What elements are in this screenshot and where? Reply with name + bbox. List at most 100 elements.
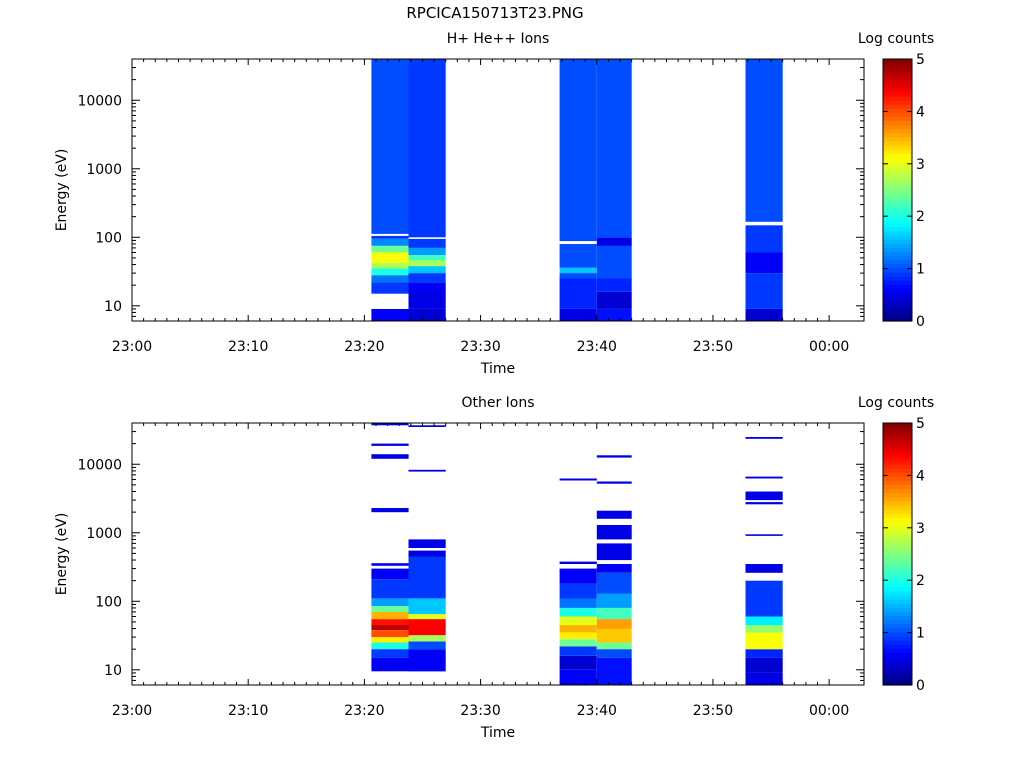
colorbar-segment: [883, 496, 912, 502]
hhe-cell-c0-b3: [371, 275, 409, 283]
other-cell-c2-b0: [559, 669, 597, 685]
hhe-cell-c2-b3: [559, 267, 597, 274]
colorbar-segment: [883, 280, 912, 285]
colorbar-segment: [883, 586, 912, 592]
other-cell-c3-b4: [596, 619, 632, 629]
other-cell-c1-b5: [408, 598, 446, 615]
other-cell-c4-b10: [745, 491, 783, 501]
other-cell-c0-b3: [371, 637, 409, 643]
other-cell-c2-b4: [559, 632, 597, 640]
hhe-cell-c3-b5: [596, 59, 632, 238]
other-cell-c0-b10: [371, 579, 409, 599]
colorbar-segment: [883, 169, 912, 175]
other-cell-c1-b4: [408, 614, 446, 620]
other-cell-c4-b6: [745, 580, 783, 617]
hhe-cell-c4-b1: [745, 273, 783, 309]
hhe-cell-c1-b0: [408, 308, 446, 321]
colorbar-segment: [883, 566, 912, 571]
other-cell-c3-b3: [596, 628, 632, 643]
colorbar-segment: [883, 541, 912, 547]
colorbar-segment: [883, 210, 912, 216]
colorbar-segment: [883, 222, 912, 228]
hhe-cell-c1-b2: [408, 282, 446, 290]
other-cell-c4-b5: [745, 616, 783, 626]
hhe-cell-c4-b3: [745, 225, 783, 253]
colorbar-segment: [883, 104, 912, 109]
panel-title: Other Ions: [461, 395, 534, 411]
y-tick-label: 1000: [86, 526, 122, 542]
colorbar-segment: [883, 198, 912, 203]
hhe-cell-c1-b9: [408, 237, 446, 239]
colorbar-tick-label: 1: [916, 262, 925, 278]
colorbar-segment: [883, 623, 912, 629]
colorbar-segment: [883, 672, 912, 678]
hhe-cell-c1-b5: [408, 260, 446, 267]
other-cell-c0-b8: [371, 606, 409, 612]
x-tick-label: 00:00: [809, 339, 849, 355]
colorbar-label: Log counts: [858, 395, 934, 411]
hhe-cell-c0-b4: [371, 268, 409, 276]
colorbar-segment: [883, 181, 912, 187]
colorbar-tick-label: 4: [916, 104, 925, 120]
colorbar-tick-label: 2: [916, 573, 925, 589]
colorbar-segment: [883, 603, 912, 608]
other-cell-c1-b7: [408, 550, 446, 557]
colorbar-segment: [883, 554, 912, 559]
colorbar-segment: [883, 83, 912, 89]
other-cell-c4-b9: [745, 502, 783, 505]
colorbar-segment: [883, 87, 912, 93]
other-cell-c4-b11: [745, 476, 783, 479]
hhe-cell-c0-b9: [371, 235, 409, 239]
y-tick-label: 1000: [86, 162, 122, 178]
colorbar-segment: [883, 124, 912, 130]
spectrogram-panel-other: Other Ions 23:00 23:10 23:20 23:30 23:40 23:50…: [0, 364, 1024, 744]
colorbar-segment: [883, 521, 912, 526]
colorbar-segment: [883, 635, 912, 641]
hhe-cell-c3-b1: [596, 291, 632, 309]
other-cell-c4-b1: [745, 657, 783, 673]
hhe-cell-c0-b2: [371, 282, 409, 294]
colorbar-segment: [883, 194, 912, 199]
colorbar-segment: [883, 218, 912, 224]
colorbar-frame: [882, 58, 913, 322]
colorbar-segment: [883, 304, 912, 310]
colorbar-segment: [883, 239, 912, 244]
colorbar-segment: [883, 660, 912, 666]
colorbar-segment: [883, 230, 912, 236]
colorbar-segment: [883, 500, 912, 506]
colorbar-segment: [883, 615, 912, 621]
other-cell-c2-b1: [559, 655, 597, 670]
colorbar-segment: [883, 427, 912, 432]
colorbar-segment: [883, 157, 912, 162]
colorbar-segment: [883, 656, 912, 662]
y-tick-label: 100: [95, 594, 122, 610]
hhe-cell-c2-b0: [559, 308, 597, 321]
x-tick-label: 23:20: [344, 703, 384, 719]
x-axis-label: Time: [480, 361, 515, 377]
colorbar-segment: [883, 488, 912, 494]
colorbar-segment: [883, 296, 912, 302]
colorbar-segment: [883, 562, 912, 567]
colorbar-tick-label: 4: [916, 468, 925, 484]
colorbar-segment: [883, 185, 912, 191]
colorbar-segment: [883, 435, 912, 440]
x-tick-label: 23:30: [460, 339, 500, 355]
spectrogram-other-ions: Other Ions 23:00 23:10 23:20 23:30 23:40 23:50…: [54, 395, 934, 741]
colorbar-segment: [883, 594, 912, 600]
colorbar-tick-label: 2: [916, 209, 925, 225]
colorbar-segment: [883, 112, 912, 117]
colorbar-segment: [883, 476, 912, 481]
colorbar-segment: [883, 149, 912, 154]
colorbar-segment: [883, 513, 912, 518]
colorbar-tick-label: 0: [916, 314, 925, 330]
hhe-cell-c1-b4: [408, 266, 446, 274]
colorbar-segment: [883, 63, 912, 68]
other-cell-c1-b8: [408, 539, 446, 548]
other-cell-c3-b11: [596, 510, 632, 519]
x-axis-label: Time: [480, 725, 515, 741]
colorbar-segment: [883, 468, 912, 473]
other-cell-c2-b8: [559, 598, 597, 608]
colorbar-segment: [883, 525, 912, 531]
other-cell-c0-b15: [371, 443, 409, 446]
colorbar-segment: [883, 652, 912, 657]
